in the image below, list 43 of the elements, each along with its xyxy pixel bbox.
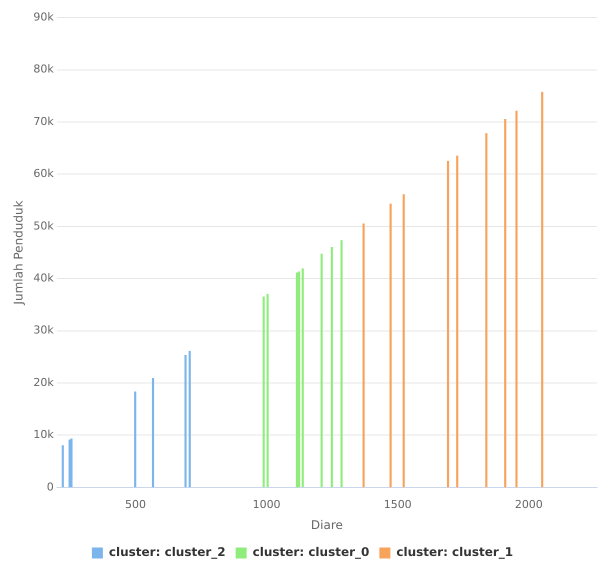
legend-label: cluster: cluster_1 — [396, 545, 514, 560]
bar — [330, 246, 333, 488]
bar — [340, 240, 343, 488]
y-tick-label: 10k — [33, 428, 54, 442]
bar — [390, 204, 392, 488]
bar — [446, 160, 450, 488]
bar — [515, 110, 518, 488]
bar — [152, 378, 154, 488]
bar — [402, 194, 405, 488]
y-tick-label: 80k — [33, 62, 54, 76]
bar — [184, 355, 187, 488]
x-axis-title: Diare — [310, 518, 343, 532]
bar — [320, 254, 323, 488]
bar — [362, 223, 365, 488]
y-tick-label: 20k — [33, 376, 54, 389]
y-axis-title: Jumlah Penduduk — [11, 200, 26, 306]
bar — [485, 133, 488, 488]
y-tick-label: 40k — [33, 271, 54, 284]
bar — [188, 350, 191, 488]
bar — [302, 268, 304, 488]
y-tick-label: 90k — [33, 10, 54, 24]
bar — [62, 445, 64, 488]
bar — [68, 440, 71, 488]
y-tick-label: 60k — [33, 167, 54, 180]
bar — [296, 272, 298, 488]
x-tick-label: 500 — [124, 498, 146, 511]
legend-label: cluster: cluster_2 — [108, 545, 226, 560]
bar — [70, 438, 73, 488]
legend-label: cluster: cluster_0 — [252, 545, 370, 560]
x-tick-label: 1500 — [384, 498, 412, 511]
y-tick-label: 50k — [33, 219, 54, 232]
bar — [504, 119, 506, 488]
y-tick-label: 70k — [33, 114, 54, 128]
bar — [456, 156, 458, 488]
bar — [541, 92, 544, 488]
x-tick-label: 1000 — [252, 498, 281, 511]
bar — [266, 294, 269, 488]
y-tick-label: 30k — [33, 324, 54, 337]
x-tick-label: 2000 — [514, 498, 543, 511]
bar — [298, 271, 300, 488]
bar — [262, 296, 265, 488]
bar — [134, 392, 136, 488]
y-tick-label: 0 — [46, 480, 54, 494]
